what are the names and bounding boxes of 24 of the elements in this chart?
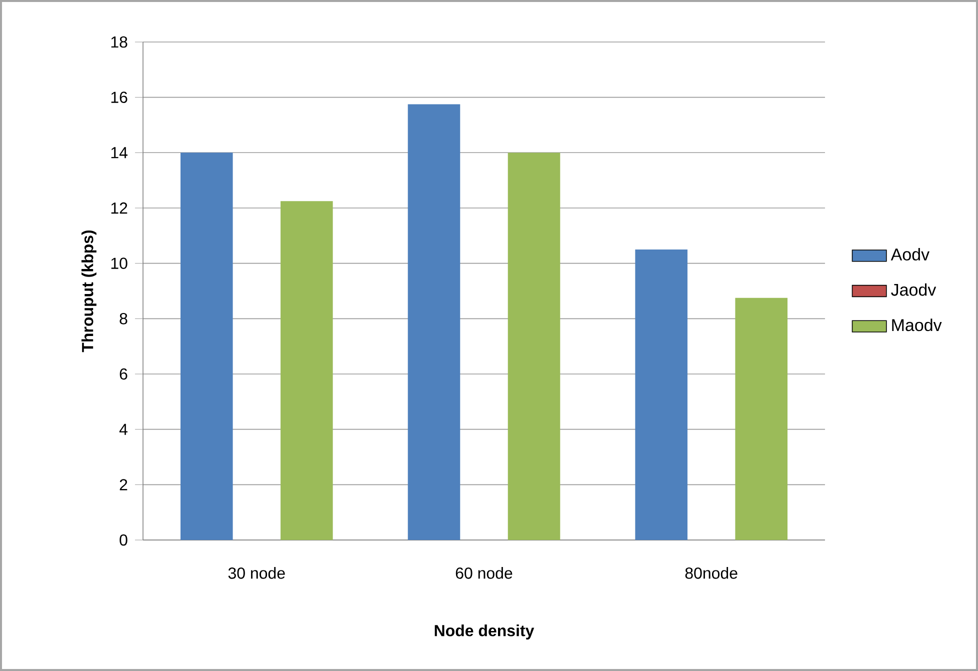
y-tick-label: 8	[120, 313, 128, 324]
legend-label: Maodv	[892, 318, 942, 332]
y-tick-label: 14	[111, 147, 128, 158]
y-tick-label: 10	[111, 258, 128, 269]
y-axis-title: Throuput (kbps)	[81, 230, 96, 352]
bar	[408, 104, 460, 540]
bar	[735, 298, 788, 540]
bar	[508, 152, 560, 540]
y-tick-label: 12	[111, 202, 128, 214]
x-tick-label: 80node	[685, 567, 738, 579]
y-tick-label: 0	[120, 534, 128, 546]
y-tick-label: 18	[111, 36, 128, 48]
y-tick-label: 2	[120, 479, 128, 490]
bar	[635, 250, 688, 540]
x-axis-title: Node density	[434, 624, 534, 640]
x-tick-label: 60 node	[456, 567, 512, 579]
legend-label: Aodv	[890, 248, 930, 260]
y-tick-label: 4	[119, 424, 128, 435]
x-tick-label: 30 node	[228, 567, 285, 579]
y-tick-label: 16	[111, 92, 128, 103]
y-tick-label: 6	[120, 368, 128, 380]
bar	[280, 201, 333, 540]
legend-label: Jaodv	[891, 283, 936, 296]
bar	[180, 152, 233, 540]
